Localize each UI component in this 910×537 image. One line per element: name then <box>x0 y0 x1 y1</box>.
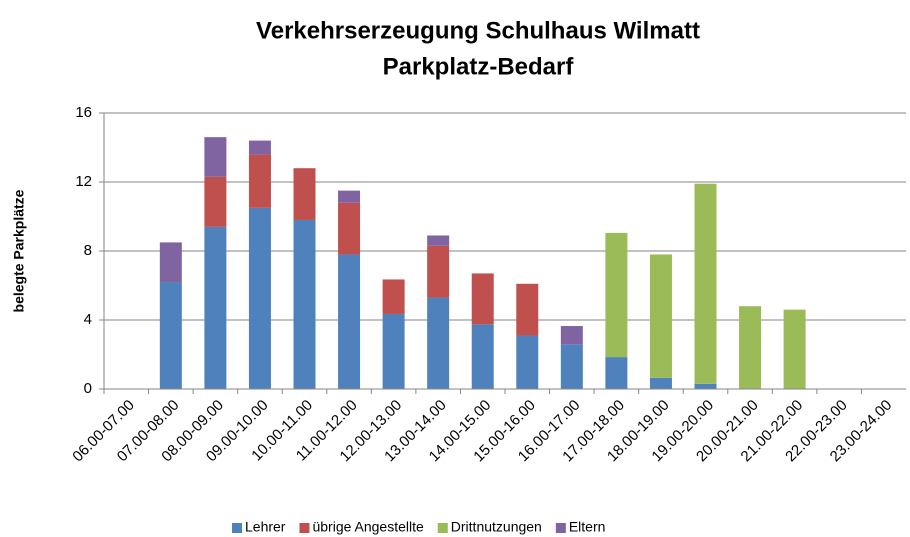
bar-segment <box>248 140 271 155</box>
bar-segment <box>248 207 271 389</box>
bar-segment <box>204 176 227 227</box>
chart-subtitle: Parkplatz-Bedarf <box>383 53 575 80</box>
bar-segment <box>471 324 494 389</box>
bar-segment <box>382 313 405 389</box>
legend-swatch <box>232 523 242 533</box>
legend-label: Drittnutzungen <box>451 519 542 535</box>
legend-swatch <box>437 523 448 533</box>
bar-segment <box>338 202 361 255</box>
bar-segment <box>783 309 806 389</box>
legend-label: übrige Angestellte <box>312 519 424 535</box>
bar-segment <box>293 168 316 220</box>
bar-segment <box>159 242 182 283</box>
bar-segment <box>248 154 271 208</box>
y-tick-label: 16 <box>75 104 92 121</box>
y-tick-label: 12 <box>75 173 92 190</box>
bar-segment <box>471 273 494 325</box>
bar-segment <box>560 326 583 345</box>
bar-segment <box>516 335 539 389</box>
bar-segment <box>338 190 361 203</box>
bar-segment <box>739 306 762 389</box>
y-tick-label: 8 <box>84 242 92 259</box>
bar-segment <box>204 226 227 389</box>
y-axis-label: belegte Parkplätze <box>11 189 27 312</box>
bar-segment <box>649 377 672 389</box>
y-tick-label: 0 <box>84 380 92 397</box>
bar-segment <box>293 219 316 389</box>
bar-segment <box>427 297 450 389</box>
legend-label: Lehrer <box>245 519 286 535</box>
bar-segment <box>382 279 405 314</box>
bar-segment <box>649 254 672 378</box>
bar-segment <box>427 245 450 298</box>
bar-segment <box>338 254 361 389</box>
bar-segment <box>427 235 450 246</box>
chart-title: Verkehrserzeugung Schulhaus Wilmatt <box>256 17 700 44</box>
y-tick-label: 4 <box>84 311 92 328</box>
bar-segment <box>204 137 227 177</box>
bar-segment <box>560 344 583 389</box>
bar-segment <box>694 383 717 389</box>
bar-segment <box>605 357 628 389</box>
legend-swatch <box>299 523 310 533</box>
bar-segment <box>159 282 182 389</box>
bar-segment <box>605 232 628 358</box>
bar-segment <box>694 183 717 384</box>
legend-label: Eltern <box>569 519 606 535</box>
legend-swatch <box>555 523 566 533</box>
bar-segment <box>516 283 539 336</box>
